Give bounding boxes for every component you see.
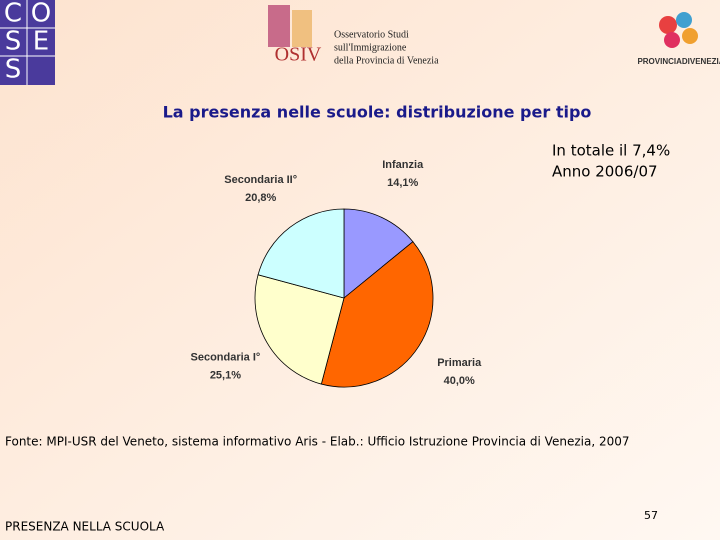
logo-shape bbox=[664, 32, 680, 48]
logo-shape bbox=[659, 16, 677, 34]
slice-label: Infanzia bbox=[382, 159, 424, 171]
page-number: 57 bbox=[644, 509, 658, 522]
logo-shape bbox=[682, 28, 698, 44]
footer-text: PRESENZA NELLA SCUOLA bbox=[5, 520, 165, 534]
osiv-shape bbox=[292, 10, 312, 47]
pie-slice bbox=[257, 208, 345, 299]
slice-label: Secondaria II° bbox=[224, 174, 297, 186]
coses-letter: E bbox=[33, 27, 49, 57]
slice-label: Secondaria I° bbox=[191, 352, 261, 364]
coses-letter: O bbox=[31, 0, 51, 29]
pie: Infanzia 14,1% Primaria 40,0% Secondaria I° 2… bbox=[191, 159, 482, 388]
osiv-line: sull'Immigrazione bbox=[334, 42, 407, 53]
coses-grid bbox=[0, 0, 55, 85]
pie-slice bbox=[320, 241, 434, 388]
slice-label: Primaria bbox=[437, 357, 482, 369]
source-note: Fonte: MPI-USR del Veneto, sistema infor… bbox=[5, 435, 629, 449]
osiv-logo: OSIV Osservatorio Studi sull'Immigrazion… bbox=[268, 5, 439, 66]
coses-letter: S bbox=[5, 55, 22, 85]
osiv-shape bbox=[268, 5, 290, 47]
osiv-line: della Provincia di Venezia bbox=[334, 55, 439, 66]
slice-value: 40,0% bbox=[444, 375, 475, 387]
pie-slice bbox=[343, 208, 414, 299]
provincia-logo: PROVINCIADIVENEZIA bbox=[637, 12, 720, 66]
slice-value: 25,1% bbox=[210, 370, 241, 382]
coses-letter: C bbox=[4, 0, 22, 29]
coses-letter: S bbox=[5, 27, 22, 57]
osiv-mark: OSIV bbox=[275, 44, 322, 66]
annotation: Anno 2006/07 bbox=[552, 163, 658, 181]
coses-logo: C O S E S bbox=[0, 0, 55, 85]
slice-value: 14,1% bbox=[387, 177, 418, 189]
pie-slice bbox=[254, 274, 345, 385]
osiv-line: Osservatorio Studi bbox=[334, 29, 409, 40]
slice-value: 20,8% bbox=[245, 192, 276, 204]
provincia-name: PROVINCIADIVENEZIA bbox=[637, 57, 720, 66]
logo-shape bbox=[676, 12, 692, 28]
annotation: In totale il 7,4% bbox=[552, 142, 670, 160]
chart-title: La presenza nelle scuole: distribuzione … bbox=[163, 103, 592, 122]
